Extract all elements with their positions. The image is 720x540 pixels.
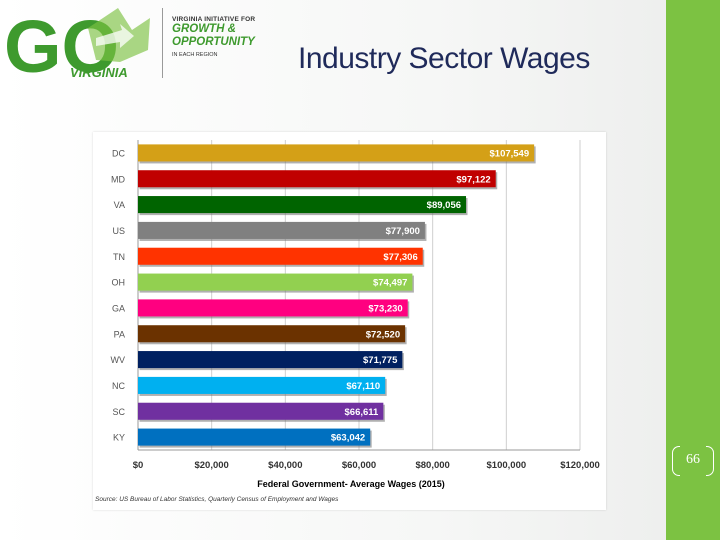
page-number: 66 (670, 446, 716, 476)
bar-value-label: $74,497 (373, 278, 407, 289)
bar-sc (138, 402, 384, 420)
bar-nc (138, 376, 386, 394)
y-category-label: NC (112, 381, 125, 391)
x-tick-label: $80,000 (415, 460, 449, 471)
bar-value-label: $71,775 (363, 355, 398, 366)
bar-tn (138, 247, 423, 265)
bar-value-label: $77,306 (383, 252, 417, 263)
wages-bar-chart: $0 $20,000 $40,000 $60,000 $80,000 $100,000 $1… (95, 140, 600, 503)
y-category-label: MD (111, 174, 125, 184)
bar-value-label: $63,042 (331, 433, 365, 444)
logo-text: VIRGINIA INITIATIVE FOR GROWTH & OPPORTU… (172, 16, 255, 58)
x-tick-label: $0 (133, 460, 144, 471)
page-number-text: 66 (686, 452, 700, 467)
bar-value-label: $73,230 (368, 303, 402, 314)
logo-line-4: IN EACH REGION (172, 52, 218, 58)
bar-va (138, 196, 467, 214)
bar-value-label: $77,900 (386, 226, 420, 237)
y-category-label: KY (113, 433, 125, 443)
y-category-label: SC (112, 407, 125, 417)
x-axis-title: Federal Government- Average Wages (2015) (257, 479, 445, 489)
y-category-label: PA (114, 329, 125, 339)
bar-value-label: $107,549 (490, 148, 530, 159)
bar-wv (138, 351, 403, 369)
x-tick-label: $120,000 (560, 460, 600, 471)
y-category-label: US (112, 226, 125, 236)
logo-line-1: VIRGINIA INITIATIVE FOR (172, 16, 256, 23)
bar-value-label: $66,611 (345, 407, 380, 418)
x-tick-label: $60,000 (342, 460, 376, 471)
x-tick-label: $20,000 (194, 460, 228, 471)
chart-container: $0 $20,000 $40,000 $60,000 $80,000 $100,000 $1… (93, 132, 606, 510)
go-virginia-mark: GO VIRGINIA (4, 5, 150, 88)
bar-md (138, 170, 496, 188)
logo-divider (162, 8, 163, 78)
page-title: Industry Sector Wages (298, 42, 590, 75)
bar-ky (138, 428, 371, 446)
bar-pa (138, 325, 406, 343)
x-tick-label: $100,000 (487, 460, 527, 471)
right-bracket-icon (706, 446, 714, 476)
bar-value-label: $67,110 (346, 381, 380, 392)
bar-value-label: $72,520 (366, 329, 400, 340)
y-category-label: OH (112, 278, 126, 288)
logo-sub: VIRGINIA (70, 65, 128, 80)
go-virginia-logo: GO VIRGINIA VIRGINIA INITIATIVE FOR GROW… (0, 0, 290, 88)
bar-us (138, 221, 425, 239)
bar-oh (138, 273, 413, 291)
bar-value-label: $89,056 (427, 200, 461, 211)
bar-value-label: $97,122 (456, 174, 490, 185)
x-tick-label: $40,000 (268, 460, 302, 471)
y-category-label: WV (111, 355, 126, 365)
logo-line-3: OPPORTUNITY (172, 36, 255, 48)
arrow-icon (96, 24, 134, 48)
source-note: Source: US Bureau of Labor Statistics, Q… (95, 496, 339, 503)
left-bracket-icon (672, 446, 680, 476)
y-category-label: GA (112, 303, 125, 313)
bar-dc (138, 144, 535, 162)
logo-line-2: GROWTH & (172, 23, 236, 35)
bar-ga (138, 299, 408, 317)
y-category-label: DC (112, 148, 125, 158)
y-category-label: TN (113, 252, 125, 262)
y-category-label: VA (114, 200, 125, 210)
